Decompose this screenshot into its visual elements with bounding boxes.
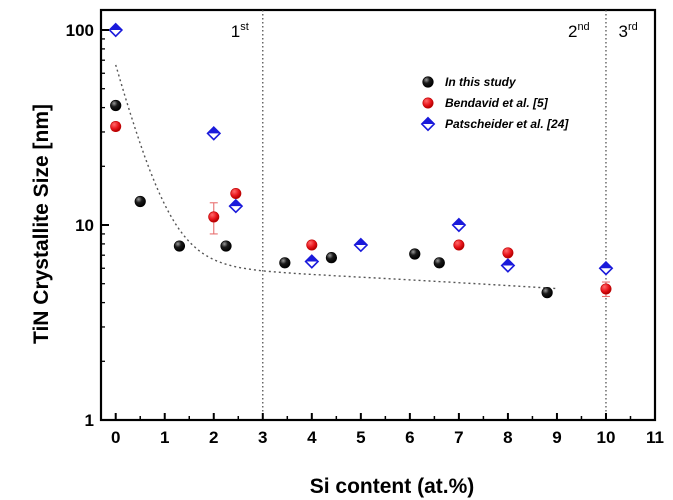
data-point-blue-fill: [109, 23, 122, 30]
data-point-blue-fill: [421, 117, 435, 124]
y-tick-label: 100: [66, 21, 94, 40]
legend: In this study Bendavid et al. [5] Patschei…: [420, 75, 569, 132]
marker-s2-p5: [451, 217, 467, 233]
region-label-superscript: rd: [628, 21, 638, 33]
marker-s2-p0: [108, 22, 124, 38]
marker-s0-p0: [110, 99, 122, 112]
data-point-red: [453, 239, 465, 251]
marker-s0-p6: [409, 248, 421, 260]
region-label-3rd: 3rd: [618, 21, 637, 41]
data-point-black: [173, 240, 186, 252]
marker-s2-p1: [206, 126, 222, 141]
marker-s0-p7: [433, 257, 445, 269]
legend-label: Patscheider et al. [24]: [445, 117, 569, 131]
region-label-superscript: st: [240, 21, 249, 33]
data-point-black: [279, 257, 291, 269]
marker-legend-0: [422, 76, 434, 88]
marker-s0-p3: [220, 240, 232, 252]
y-tick-label: 10: [75, 216, 94, 235]
data-point-blue-fill: [207, 127, 220, 134]
data-point-red: [306, 239, 318, 251]
plot-border: [99, 8, 657, 422]
data-point-blue-fill: [501, 259, 515, 266]
data-point-black: [433, 257, 445, 269]
data-point-blue-fill: [305, 255, 319, 262]
data-point-red: [208, 211, 220, 223]
legend-label: Bendavid et al. [5]: [445, 96, 549, 110]
marker-s2-p7: [598, 260, 614, 276]
legend-label: In this study: [445, 75, 517, 89]
marker-s2-p4: [353, 237, 369, 253]
data-point-blue-fill: [599, 262, 613, 269]
data-points: [108, 22, 614, 299]
data-point-black: [220, 240, 232, 252]
data-point-red: [422, 97, 434, 109]
region-labels: 1st 2nd 3rd: [231, 21, 638, 41]
x-tick-label: 3: [258, 428, 267, 447]
data-point-black: [134, 195, 146, 208]
data-point-black: [541, 287, 553, 299]
data-point-blue-fill: [229, 199, 243, 207]
marker-s0-p2: [173, 240, 186, 252]
data-point-red: [600, 283, 612, 295]
data-point-black: [325, 252, 338, 264]
region-dividers: [262, 10, 607, 420]
data-point-blue-fill: [354, 238, 368, 245]
marker-s0-p4: [279, 257, 291, 269]
marker-s0-p8: [541, 287, 553, 299]
marker-s2-p3: [304, 254, 320, 269]
x-tick-label: 10: [597, 428, 616, 447]
x-tick-label: 7: [454, 428, 463, 447]
x-tick-label: 9: [552, 428, 561, 447]
y-tick-label: 1: [85, 411, 94, 430]
data-point-black: [422, 76, 434, 88]
x-tick-label: 5: [356, 428, 365, 447]
data-point-red: [230, 188, 242, 200]
marker-s2-p2: [228, 198, 244, 214]
x-tick-label: 4: [307, 428, 317, 447]
x-tick-label: 6: [405, 428, 414, 447]
data-point-red: [502, 247, 514, 259]
marker-s2-p6: [500, 258, 516, 273]
marker-s0-p5: [325, 252, 338, 264]
data-point-black: [409, 248, 421, 260]
region-label-1st: 1st: [231, 21, 249, 41]
data-point-red: [110, 120, 122, 132]
plot-frame: [99, 8, 657, 422]
x-tick-label: 0: [111, 428, 120, 447]
region-label-2nd: 2nd: [568, 21, 590, 41]
marker-legend-2: [420, 116, 436, 132]
x-tick-label: 2: [209, 428, 218, 447]
marker-s0-p1: [134, 195, 146, 208]
x-axis-title: Si content (at.%): [310, 475, 475, 498]
x-tick-label: 11: [646, 428, 664, 447]
data-point-blue-fill: [452, 218, 466, 225]
region-label-superscript: nd: [577, 21, 589, 33]
data-point-black: [110, 99, 122, 112]
x-tick-label: 8: [503, 428, 512, 447]
error-bars: [111, 122, 610, 298]
x-tick-label: 1: [160, 428, 169, 447]
y-axis-title: TiN Crystallite Size [nm]: [30, 104, 53, 344]
